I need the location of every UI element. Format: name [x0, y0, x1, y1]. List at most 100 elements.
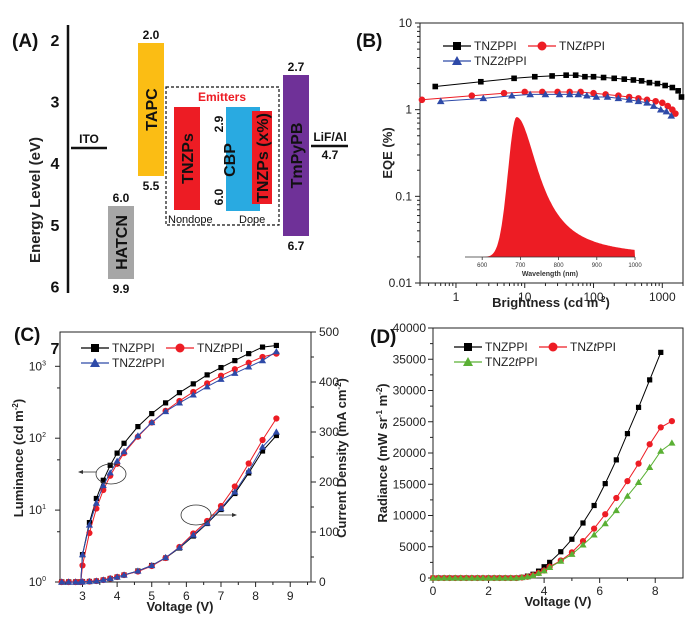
c-point-TNZPPI: [135, 424, 141, 430]
c-point-TNZtPPI: [245, 359, 252, 366]
d-point-TNZPPI: [547, 559, 553, 565]
c-xtick-label-9: 9: [287, 589, 294, 603]
dope-caption: Dope: [239, 214, 265, 226]
tnzps-x--name: TNZPs (x%): [255, 113, 272, 202]
emitters-title: Emitters: [198, 90, 246, 104]
d-point-TNZ2tPPI: [612, 506, 620, 514]
c-y2tick-label-200: 200: [319, 475, 339, 489]
c-xtick-label-7: 7: [218, 589, 225, 603]
legend-label-1: TNZtPPI: [570, 340, 616, 354]
b-xtick-label-1000: 1000: [649, 290, 676, 304]
b-point-TNZ2tPPI: [583, 91, 591, 99]
c-ytick-label-1: 101: [29, 503, 46, 517]
ito-label: ITO: [79, 132, 99, 146]
c-point-TNZPPI: [190, 381, 196, 387]
d-ytick-label-20000: 20000: [393, 446, 427, 460]
inset-xtick-label-600: 600: [477, 263, 488, 269]
b-point-TNZ2tPPI: [656, 105, 665, 113]
c-point-TNZtPPI: [231, 483, 238, 490]
legend-marker-1: [548, 342, 558, 352]
legend-label-0: TNZPPI: [112, 341, 155, 355]
d-point-TNZ2tPPI: [468, 574, 476, 581]
tapc-bar: [138, 43, 164, 176]
d-point-TNZ2tPPI: [473, 574, 482, 581]
b-point-TNZPPI: [611, 75, 618, 82]
c-point-TNZ2tPPI: [92, 577, 100, 584]
c-point-TNZPPI: [107, 462, 113, 468]
panel-label-a: (A): [12, 31, 38, 52]
c-xtick-label-6: 6: [183, 589, 190, 603]
d-ytick-label-35000: 35000: [393, 352, 427, 366]
b-point-TNZ2tPPI: [667, 111, 676, 119]
b-point-TNZPPI: [662, 82, 668, 89]
d-point-TNZ2tPPI: [501, 574, 509, 581]
d-xtick-label-4: 4: [541, 584, 548, 598]
b-point-TNZ2tPPI: [541, 90, 550, 98]
d-point-TNZPPI: [647, 377, 653, 383]
inset-xtick-label-900: 900: [592, 263, 603, 269]
b-point-TNZPPI: [621, 76, 628, 82]
d-series-line-TNZPPI: [433, 352, 662, 579]
d-point-TNZ2tPPI: [523, 573, 532, 580]
c-point-TNZPPI: [176, 390, 183, 396]
inset-xtick-label-1000: 1000: [628, 263, 642, 269]
d-point-TNZ2tPPI: [540, 567, 548, 574]
b-point-TNZPPI: [630, 77, 637, 83]
d-point-TNZ2tPPI: [590, 531, 598, 538]
c-point-TNZPPI: [246, 351, 252, 357]
b-ytick-label-10: 10: [399, 16, 413, 30]
panel-c-luminance-current-chart: (C) 3 4 5 6 7 8 91001011021030100200300400500 …: [11, 325, 349, 614]
b-point-TNZPPI: [646, 79, 653, 86]
c-point-TNZ2tPPI: [189, 531, 197, 538]
d-point-TNZPPI: [635, 404, 642, 410]
d-point-TNZPPI: [591, 502, 597, 509]
hatcn-bar: [108, 206, 134, 279]
d-point-TNZ2tPPI: [490, 574, 498, 581]
c-point-TNZ2tPPI: [258, 357, 267, 364]
c-point-TNZ2tPPI: [175, 543, 184, 551]
b-point-TNZPPI: [563, 72, 569, 78]
c-ytick-label-0: 100: [29, 575, 46, 589]
d-point-TNZ2tPPI: [512, 574, 520, 581]
d-point-TNZ2tPPI: [657, 447, 665, 454]
d-point-TNZ2tPPI: [529, 571, 537, 579]
c-y2tick-label-0: 0: [319, 575, 326, 589]
cbp-top-label: 2.9: [212, 115, 226, 132]
b-point-TNZ2tPPI: [565, 90, 574, 98]
b-point-TNZPPI: [590, 73, 597, 80]
b-point-TNZ2tPPI: [592, 93, 601, 100]
legend-marker-0: [91, 344, 99, 352]
d-point-TNZ2tPPI: [601, 520, 609, 527]
c-point-TNZPPI: [273, 432, 279, 439]
b-point-TNZ2tPPI: [574, 90, 583, 98]
c-point-TNZtPPI: [273, 415, 280, 422]
c-point-TNZ2tPPI: [120, 448, 128, 455]
d-point-TNZ2tPPI: [457, 574, 465, 581]
d-point-TNZ2tPPI: [518, 573, 526, 581]
legend-label-1: TNZtPPI: [197, 341, 243, 355]
tnzps-bar: [174, 107, 200, 210]
a-ytick-7: 7: [51, 341, 60, 358]
lif-al-value-label: 4.7: [322, 148, 339, 162]
c-series-line-TNZtPPI-luminance: [61, 353, 277, 583]
d-point-TNZ2tPPI: [534, 569, 543, 576]
b-point-TNZ2tPPI: [479, 94, 488, 102]
c-point-TNZ2tPPI: [231, 369, 239, 376]
c-point-TNZPPI: [218, 364, 224, 371]
c-point-TNZPPI: [149, 410, 155, 417]
b-point-TNZ2tPPI: [634, 97, 643, 105]
legend-marker-0: [464, 343, 472, 351]
b-ytick-label-1: 1: [405, 103, 412, 117]
c-point-TNZ2tPPI: [217, 504, 225, 512]
c-point-TNZ2tPPI: [113, 573, 121, 580]
d-point-TNZPPI: [613, 457, 619, 463]
d-point-TNZ2tPPI: [440, 574, 448, 581]
c-point-TNZPPI: [232, 358, 238, 364]
tmpypb-bar: [283, 75, 309, 236]
lif-al-label: LiF/Al: [313, 130, 346, 144]
b-point-TNZ2tPPI: [614, 94, 623, 102]
c-point-TNZ2tPPI: [85, 521, 94, 528]
panel-d-radiance-chart: (D) 0 2 4 6 8 0 5000 10000 15000 20000 25000 30000 3…: [370, 321, 684, 609]
d-xtick-label-2: 2: [485, 584, 492, 598]
d-point-TNZtPPI: [635, 460, 642, 467]
